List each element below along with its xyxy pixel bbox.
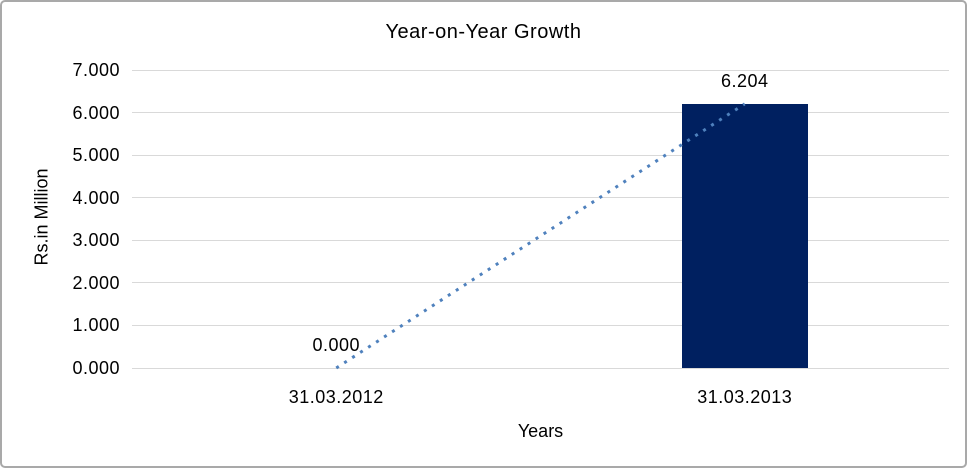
gridline (132, 282, 949, 284)
gridline (132, 367, 949, 369)
gridline (132, 69, 949, 71)
y-tick-label: 4.000 (72, 187, 120, 208)
y-tick-label: 5.000 (72, 145, 120, 166)
x-axis-title: Years (517, 421, 564, 441)
bar (681, 103, 808, 368)
chart-title: Year-on-Year Growth (385, 21, 582, 43)
y-tick-label: 2.000 (72, 272, 120, 293)
y-tick-label: 0.000 (72, 358, 120, 378)
category-label: 31.03.2013 (697, 387, 793, 407)
y-tick-label: 3.000 (72, 230, 120, 251)
data-label: 0.000 (312, 335, 361, 355)
gridline (132, 154, 949, 156)
data-label: 6.204 (720, 70, 769, 91)
y-tick-label: 6.000 (72, 102, 120, 123)
gridline (132, 239, 949, 241)
gridline (132, 112, 949, 114)
gridline (132, 197, 949, 199)
y-tick-label: 7.000 (72, 60, 120, 80)
category-label: 31.03.2012 (288, 387, 384, 407)
gridline (132, 324, 949, 326)
y-tick-label: 1.000 (72, 315, 120, 336)
